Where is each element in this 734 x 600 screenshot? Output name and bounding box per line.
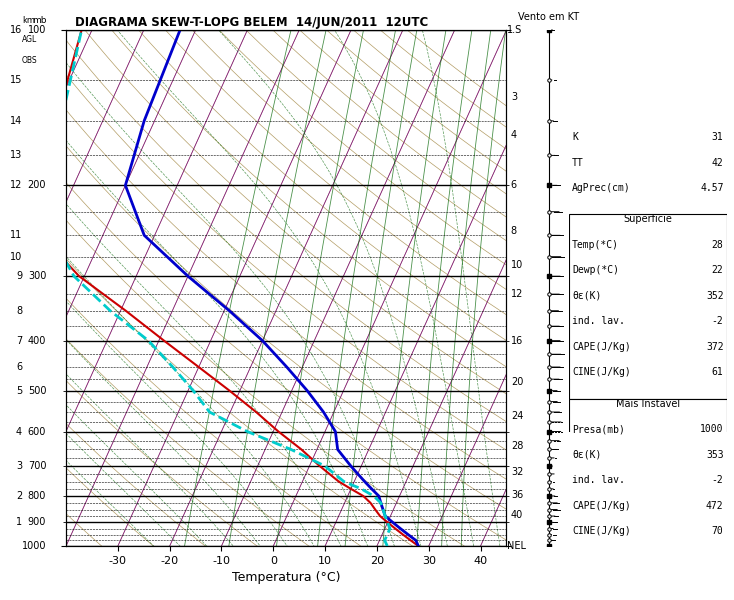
Text: -2: -2: [712, 316, 724, 326]
Text: 12: 12: [10, 181, 22, 190]
Text: 28: 28: [511, 441, 523, 451]
Text: 600: 600: [28, 427, 46, 437]
Text: 22: 22: [712, 265, 724, 275]
Text: 10: 10: [10, 251, 22, 262]
Text: 14: 14: [10, 116, 22, 126]
Text: 1000: 1000: [700, 424, 724, 434]
Text: CINE(J/Kg): CINE(J/Kg): [572, 527, 631, 536]
Text: 3: 3: [511, 92, 517, 102]
Text: Presa(mb): Presa(mb): [572, 424, 625, 434]
Text: 24: 24: [511, 411, 523, 421]
Text: K: K: [572, 132, 578, 142]
Text: DIAGRAMA SKEW-T-LOPG BELEM  14/JUN/2011  12UTC: DIAGRAMA SKEW-T-LOPG BELEM 14/JUN/2011 1…: [75, 16, 428, 29]
Text: ind. lav.: ind. lav.: [572, 475, 625, 485]
Text: NEL: NEL: [507, 541, 526, 551]
Text: AgPrec(cm): AgPrec(cm): [572, 183, 631, 193]
Text: 31: 31: [712, 132, 724, 142]
Text: 400: 400: [28, 335, 46, 346]
Text: 11: 11: [10, 230, 22, 241]
Text: km: km: [22, 16, 35, 25]
Text: OBS: OBS: [22, 56, 37, 65]
Text: Dewp(*C): Dewp(*C): [572, 265, 619, 275]
Text: 70: 70: [712, 527, 724, 536]
Text: AGL: AGL: [22, 35, 37, 44]
Text: 372: 372: [706, 342, 724, 352]
Text: 12: 12: [511, 289, 523, 299]
Text: 20: 20: [511, 377, 523, 386]
Text: 13: 13: [10, 151, 22, 160]
Text: 6: 6: [511, 181, 517, 190]
Bar: [569, 214, 727, 399]
Text: mb: mb: [32, 16, 46, 25]
Text: 100: 100: [28, 25, 46, 35]
Text: 8: 8: [511, 226, 517, 236]
Text: 352: 352: [706, 291, 724, 301]
Text: 6: 6: [16, 362, 22, 372]
Text: 200: 200: [28, 181, 46, 190]
Text: Superficie: Superficie: [623, 214, 672, 224]
Text: 4: 4: [511, 130, 517, 140]
Text: Temp(*C): Temp(*C): [572, 240, 619, 250]
Text: 5: 5: [15, 386, 22, 395]
Text: 15: 15: [10, 75, 22, 85]
X-axis label: Temperatura (°C): Temperatura (°C): [232, 571, 341, 584]
Text: CAPE(J/Kg): CAPE(J/Kg): [572, 501, 631, 511]
Text: 4.57: 4.57: [700, 183, 724, 193]
Text: CAPE(J/Kg): CAPE(J/Kg): [572, 342, 631, 352]
Text: 800: 800: [28, 491, 46, 501]
Text: θε(K): θε(K): [572, 291, 601, 301]
Text: CINE(J/Kg): CINE(J/Kg): [572, 367, 631, 377]
Y-axis label: Razao de Mistura (g/kg): Razao de Mistura (g/kg): [572, 221, 582, 355]
Text: 2: 2: [15, 491, 22, 501]
Text: 61: 61: [712, 367, 724, 377]
Text: 42: 42: [712, 157, 724, 167]
Text: TT: TT: [572, 157, 584, 167]
Text: -2: -2: [712, 475, 724, 485]
Text: 8: 8: [16, 306, 22, 316]
Text: ind. lav.: ind. lav.: [572, 316, 625, 326]
Text: 10: 10: [511, 260, 523, 269]
Text: 500: 500: [28, 386, 46, 395]
Text: θε(K): θε(K): [572, 450, 601, 460]
Text: Vento em KT: Vento em KT: [518, 12, 579, 22]
Text: 353: 353: [706, 450, 724, 460]
Text: 40: 40: [511, 510, 523, 520]
Text: 700: 700: [28, 461, 46, 471]
Text: 32: 32: [511, 467, 523, 478]
Text: 3: 3: [16, 461, 22, 471]
Text: 4: 4: [16, 427, 22, 437]
Text: 16: 16: [10, 25, 22, 35]
Text: Mais Instavel: Mais Instavel: [616, 399, 680, 409]
Text: 16: 16: [511, 335, 523, 346]
Text: 300: 300: [28, 271, 46, 281]
Text: 28: 28: [712, 240, 724, 250]
Text: 1.S: 1.S: [507, 25, 523, 35]
Bar: [569, 399, 727, 558]
Text: 1000: 1000: [22, 541, 46, 551]
Text: 36: 36: [511, 490, 523, 500]
Text: 1: 1: [16, 517, 22, 527]
Text: 9: 9: [16, 271, 22, 281]
Text: 472: 472: [706, 501, 724, 511]
Text: 7: 7: [15, 335, 22, 346]
Text: 900: 900: [28, 517, 46, 527]
